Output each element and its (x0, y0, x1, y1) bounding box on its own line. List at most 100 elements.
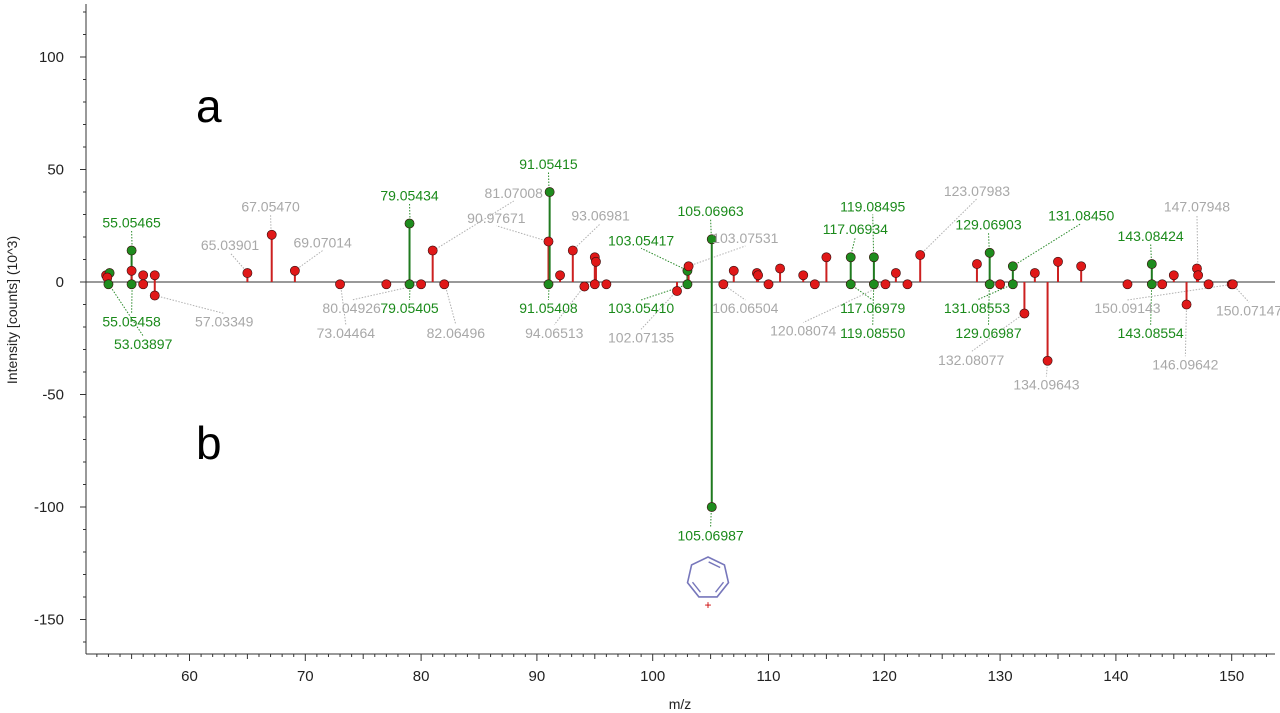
annotation-leader (572, 223, 601, 251)
peak-label: 90.97671 (467, 210, 526, 226)
double-bond (708, 561, 721, 569)
x-tick-label: 150 (1219, 668, 1244, 685)
peak-label: 81.07008 (485, 185, 544, 201)
charge-label: + (704, 598, 711, 612)
peak-marker (682, 279, 693, 290)
peak-label: 67.05470 (241, 199, 300, 215)
peak-marker (1076, 261, 1087, 272)
peak-marker (1053, 256, 1063, 267)
peak-label: 105.06987 (678, 527, 744, 543)
peak-label: 143.08424 (1118, 228, 1184, 244)
peak-label: 106.06504 (712, 300, 778, 316)
peak-label: 120.08074 (770, 323, 836, 339)
peak-marker (672, 286, 682, 296)
double-bond (691, 581, 701, 593)
axes (85, 4, 1275, 655)
peak-marker (289, 265, 300, 276)
annotation-leader (872, 214, 875, 258)
annotation-leader (688, 245, 746, 267)
annotation-leader (1150, 284, 1153, 325)
annotation-leader (988, 284, 990, 325)
peak-marker (589, 279, 600, 290)
annotation-leader (433, 200, 515, 251)
peak-marker (718, 279, 729, 290)
peak-marker (266, 229, 277, 240)
peak-marker (798, 270, 809, 281)
peak-label: 103.07531 (712, 230, 778, 246)
peak-label: 119.08495 (840, 199, 905, 215)
peak-marker (845, 252, 856, 263)
peak-marker (1146, 259, 1157, 269)
x-tick-label: 110 (757, 668, 781, 685)
panel-label-b: b (196, 417, 222, 469)
peak-marker (683, 261, 694, 272)
peak-label: 69.07014 (293, 235, 352, 251)
peak-marker (149, 290, 160, 301)
peak-label: 55.05458 (102, 314, 161, 330)
peak-marker (984, 247, 995, 258)
peak-marker (543, 236, 554, 247)
peak-marker (890, 268, 901, 278)
peak-marker (880, 279, 891, 290)
peak-marker (984, 279, 995, 290)
peak-marker (126, 265, 137, 276)
peak-label: 117.06979 (840, 300, 905, 316)
tropylium-icon: + (686, 556, 730, 612)
annotation-leader (640, 283, 689, 301)
annotation-leader (640, 247, 689, 272)
peak-label: 91.05408 (519, 300, 578, 316)
peak-marker (1007, 279, 1018, 290)
peak-marker (138, 279, 149, 290)
annotation-leader (496, 225, 549, 242)
peak-marker (1019, 308, 1030, 319)
peak-marker (103, 279, 114, 290)
ring-outline (686, 556, 730, 598)
annotation-leader (1184, 304, 1188, 357)
peak-marker (1181, 299, 1192, 310)
peak-label: 117.06934 (823, 221, 888, 237)
axis-ticks: 100 50 0 -50 -100 -150 60 70 80 90 100 110 120 130 140… (34, 11, 1267, 685)
peak-marker (591, 256, 601, 267)
peak-marker (126, 245, 137, 256)
peak-label: 131.08450 (1048, 208, 1114, 224)
peak-marker (845, 279, 856, 290)
peak-marker (1157, 279, 1168, 290)
x-tick-label: 60 (181, 668, 198, 685)
peak-label: 134.09643 (1013, 377, 1079, 393)
y-tick-label: -150 (34, 612, 64, 629)
peak-marker (868, 279, 879, 290)
annotation-leader-lines (108, 171, 1250, 528)
peak-marker (1029, 268, 1040, 278)
x-tick-label: 120 (872, 668, 897, 685)
peak-label: 94.06513 (525, 325, 584, 341)
peak-marker (775, 263, 785, 274)
y-tick-label: -100 (34, 499, 64, 516)
peak-marker (544, 187, 555, 197)
peak-marker (601, 279, 612, 290)
peak-marker (915, 250, 926, 260)
annotation-leader (547, 284, 550, 301)
peak-marker (149, 270, 160, 281)
peak-label: 119.08550 (840, 325, 905, 341)
annotation-leader (919, 198, 978, 256)
panel-label-a: a (196, 80, 222, 132)
peak-marker (728, 265, 739, 276)
peak-marker (972, 259, 982, 269)
peak-marker (995, 279, 1005, 290)
peak-marker (335, 279, 345, 290)
annotation-leader (1196, 214, 1199, 269)
peak-label: 65.03901 (201, 237, 260, 253)
peak-marker (416, 279, 426, 290)
peak-label: 103.05410 (608, 300, 674, 316)
peak-marker (1146, 279, 1157, 290)
peak-label: 73.04464 (317, 325, 376, 341)
annotation-leader (409, 284, 411, 301)
annotation-leader (1012, 223, 1082, 267)
peak-label: 143.08554 (1118, 325, 1184, 341)
peak-label: 105.06963 (678, 203, 744, 219)
peak-label: 91.05415 (519, 156, 578, 172)
peak-marker (763, 279, 774, 290)
annotation-leader (970, 313, 1025, 353)
annotation-leader (154, 295, 225, 314)
annotation-leader (976, 283, 1013, 301)
